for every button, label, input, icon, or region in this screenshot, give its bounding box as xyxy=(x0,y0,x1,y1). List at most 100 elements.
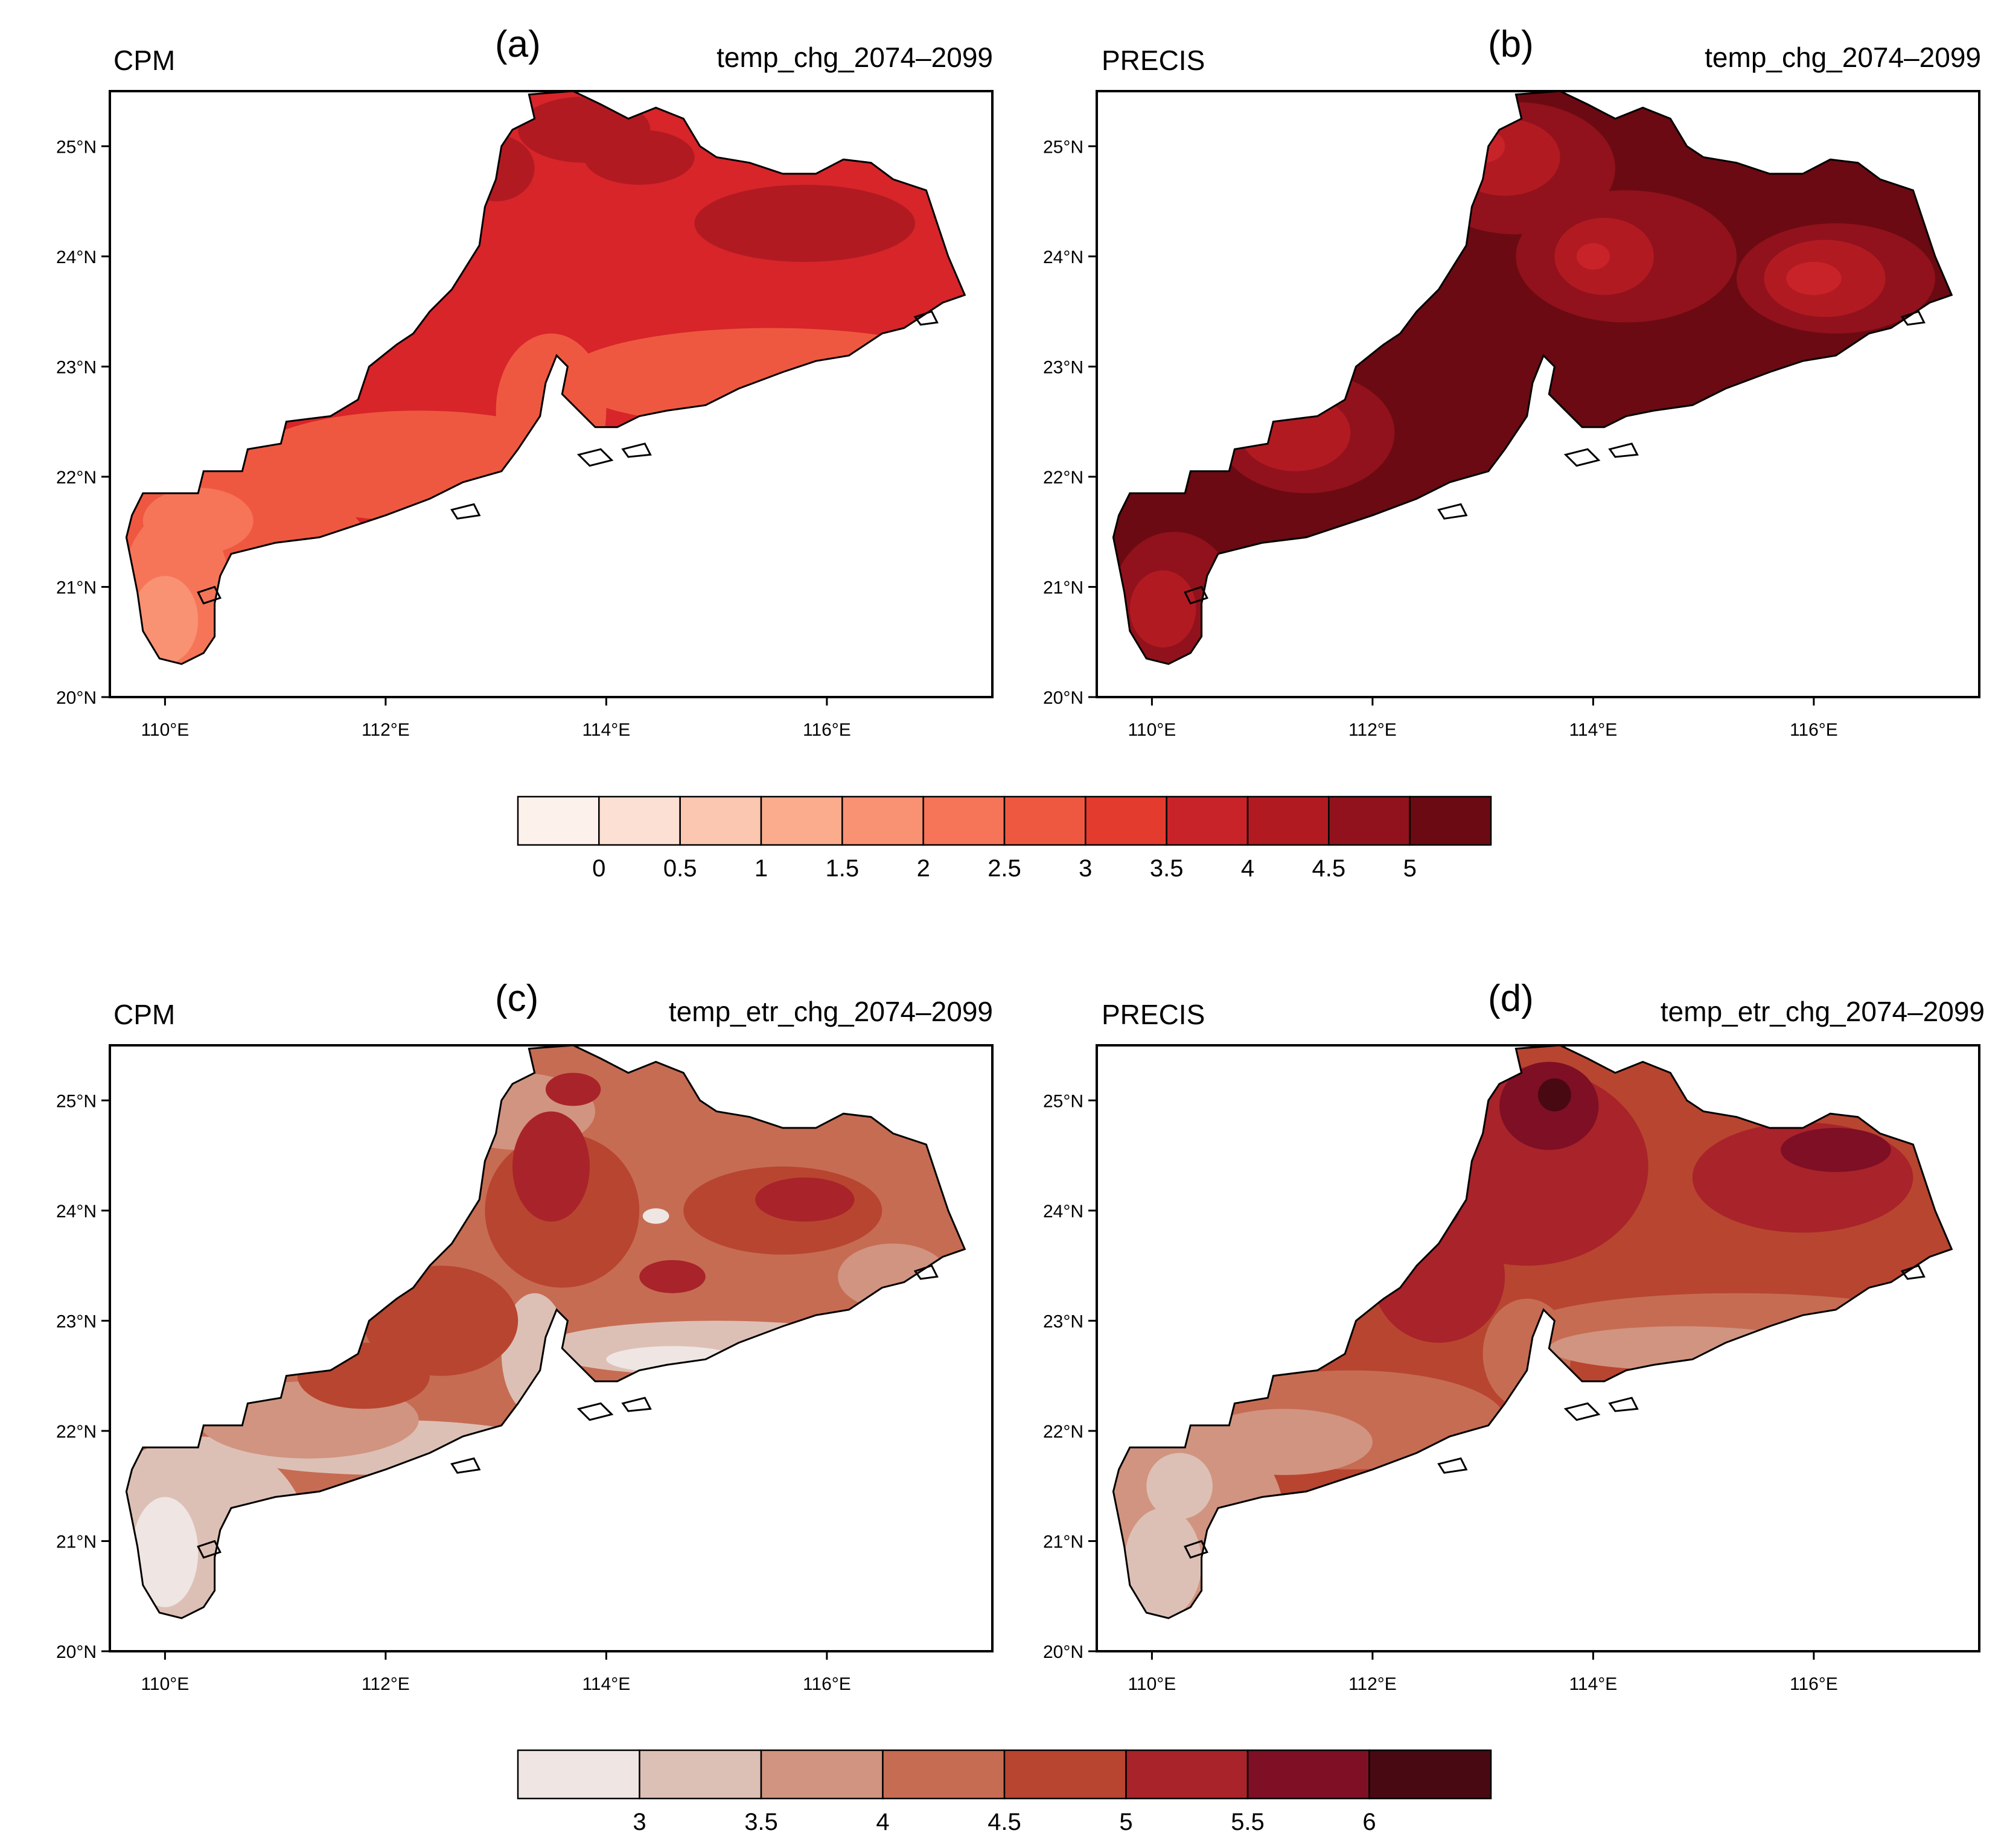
colorbar-label: 1.5 xyxy=(825,855,859,882)
colorbar-swatch xyxy=(882,1749,1006,1800)
map-panel-b: 25°N 24°N 23°N 22°N 21°N 20°N 110°E 112°E 114°E 1… xyxy=(987,0,1989,748)
colorbar-label: 2 xyxy=(917,855,930,882)
panel-letter: (c) xyxy=(495,978,539,1019)
field-contour-region xyxy=(1781,1127,1891,1172)
lat-tick-label: 25°N xyxy=(56,1091,97,1111)
colorbar-label: 3 xyxy=(633,1809,646,1835)
island-outline xyxy=(913,310,939,326)
island-outline xyxy=(450,503,481,520)
lon-tick-label: 116°E xyxy=(1790,1674,1838,1694)
lat-tick-label: 21°N xyxy=(1043,1532,1083,1552)
colorbar-label: 1 xyxy=(755,855,768,882)
lon-tick-label: 110°E xyxy=(1128,1674,1176,1694)
lon-tick-label: 114°E xyxy=(582,1674,630,1694)
field-contour-region xyxy=(1129,570,1196,648)
lat-tick-label: 23°N xyxy=(1043,1311,1083,1331)
colorbar-swatch xyxy=(679,795,762,846)
lat-tick-label: 20°N xyxy=(1043,688,1083,708)
colorbar-swatch xyxy=(1246,1749,1370,1800)
colorbar-swatch xyxy=(1125,1749,1249,1800)
colorbar-swatch xyxy=(1085,795,1167,846)
field-contour-region xyxy=(755,1177,855,1222)
colorbar-swatch xyxy=(760,1749,884,1800)
lat-tick-label: 20°N xyxy=(1043,1642,1083,1662)
colorbar-label: 0 xyxy=(592,855,605,882)
lat-tick-label: 22°N xyxy=(1043,1422,1083,1442)
model-label: CPM xyxy=(113,999,176,1030)
map-canvas: 25°N 24°N 23°N 22°N 21°N 20°N 110°E 112°E 114°E 1… xyxy=(1043,1044,1980,1694)
island-outline xyxy=(1900,310,1926,326)
map-canvas: 25°N 24°N 23°N 22°N 21°N 20°N 110°E 112°E 114°E 1… xyxy=(56,90,994,740)
panel-letter: (d) xyxy=(1488,978,1534,1019)
model-label: CPM xyxy=(113,45,176,76)
field-contour-region xyxy=(1146,1453,1213,1519)
lat-tick-label: 24°N xyxy=(56,247,97,267)
panel-letter: (a) xyxy=(495,24,541,65)
colorbar-temp-etr-change: 3 3.5 4 4.5 5 5.5 6 xyxy=(517,1749,1492,1835)
variable-label: temp_chg_2074–2099 xyxy=(716,42,993,73)
lon-tick-label: 110°E xyxy=(1128,720,1176,740)
lat-tick-label: 21°N xyxy=(56,578,97,597)
field-contour-region xyxy=(642,1208,669,1224)
map-panel-d: 25°N 24°N 23°N 22°N 21°N 20°N 110°E 112°E 114°E 1… xyxy=(987,954,1989,1703)
colorbar-label: 2.5 xyxy=(988,855,1021,882)
island-outline xyxy=(1563,1402,1601,1421)
island-outline xyxy=(1437,503,1468,520)
colorbar-swatch xyxy=(517,1749,640,1800)
lat-tick-label: 24°N xyxy=(1043,247,1083,267)
colorbar-swatch xyxy=(1003,1749,1127,1800)
lat-tick-label: 23°N xyxy=(56,1311,97,1331)
colorbar-swatch xyxy=(1246,795,1330,846)
lat-tick-label: 22°N xyxy=(1043,468,1083,488)
colorbar-label: 4 xyxy=(876,1809,889,1835)
colorbar-swatch xyxy=(1003,795,1087,846)
field-contour-region xyxy=(142,488,254,554)
variable-label: temp_etr_chg_2074–2099 xyxy=(668,996,993,1027)
island-outline xyxy=(1184,1540,1208,1559)
lon-tick-label: 110°E xyxy=(141,1674,189,1694)
variable-label: temp_chg_2074–2099 xyxy=(1705,42,1981,73)
island-outline xyxy=(197,1540,222,1559)
coastline xyxy=(125,90,966,665)
lat-tick-label: 23°N xyxy=(56,357,97,377)
lat-tick-label: 24°N xyxy=(56,1202,97,1222)
map-panel-a: 25°N 24°N 23°N 22°N 21°N 20°N 110°E 112°E 114°E 1… xyxy=(0,0,1002,748)
map-panel-c: 25°N 24°N 23°N 22°N 21°N 20°N 110°E 112°E 114°E 1… xyxy=(0,954,1002,1703)
lat-tick-label: 24°N xyxy=(1043,1202,1083,1222)
field-contour-region xyxy=(1577,243,1610,270)
lon-tick-label: 116°E xyxy=(1790,720,1838,740)
island-outline xyxy=(621,1397,652,1412)
island-outline xyxy=(450,1457,481,1474)
colorbar-label: 5 xyxy=(1403,855,1417,882)
field-contour-region xyxy=(132,1497,199,1607)
colorbar-swatch xyxy=(639,1749,762,1800)
lon-tick-label: 116°E xyxy=(803,720,851,740)
colorbar-label: 3 xyxy=(1079,855,1092,882)
colorbar-label: 4.5 xyxy=(1312,855,1345,882)
lat-tick-label: 21°N xyxy=(1043,578,1083,597)
colorbar-swatch xyxy=(598,795,681,846)
colorbar-label: 4.5 xyxy=(988,1809,1021,1835)
field-contour-region xyxy=(639,1260,706,1293)
colorbar-swatch xyxy=(841,795,924,846)
field-contour-region xyxy=(1786,261,1842,295)
model-label: PRECIS xyxy=(1102,999,1205,1030)
map-canvas: 25°N 24°N 23°N 22°N 21°N 20°N 110°E 112°E 114°E 1… xyxy=(1043,90,1980,740)
island-outline xyxy=(1563,448,1601,467)
colorbar-label: 5 xyxy=(1119,1809,1132,1835)
lat-tick-label: 21°N xyxy=(56,1532,97,1552)
lat-tick-label: 20°N xyxy=(56,1642,97,1662)
colorbar-swatch xyxy=(922,795,1006,846)
panel-letter: (b) xyxy=(1488,24,1534,65)
colorbar-swatch xyxy=(1368,1749,1492,1800)
colorbar-label: 0.5 xyxy=(663,855,697,882)
colorbar-swatch xyxy=(1166,795,1249,846)
colorbar-label: 3.5 xyxy=(1150,855,1184,882)
field-contour-region xyxy=(512,1111,590,1222)
lat-tick-label: 22°N xyxy=(56,468,97,488)
field-contour-region xyxy=(1124,1508,1202,1619)
island-outline xyxy=(1437,1457,1468,1474)
lon-tick-label: 112°E xyxy=(1348,720,1397,740)
island-outline xyxy=(1184,585,1208,605)
field-contour-region xyxy=(1538,1078,1571,1112)
